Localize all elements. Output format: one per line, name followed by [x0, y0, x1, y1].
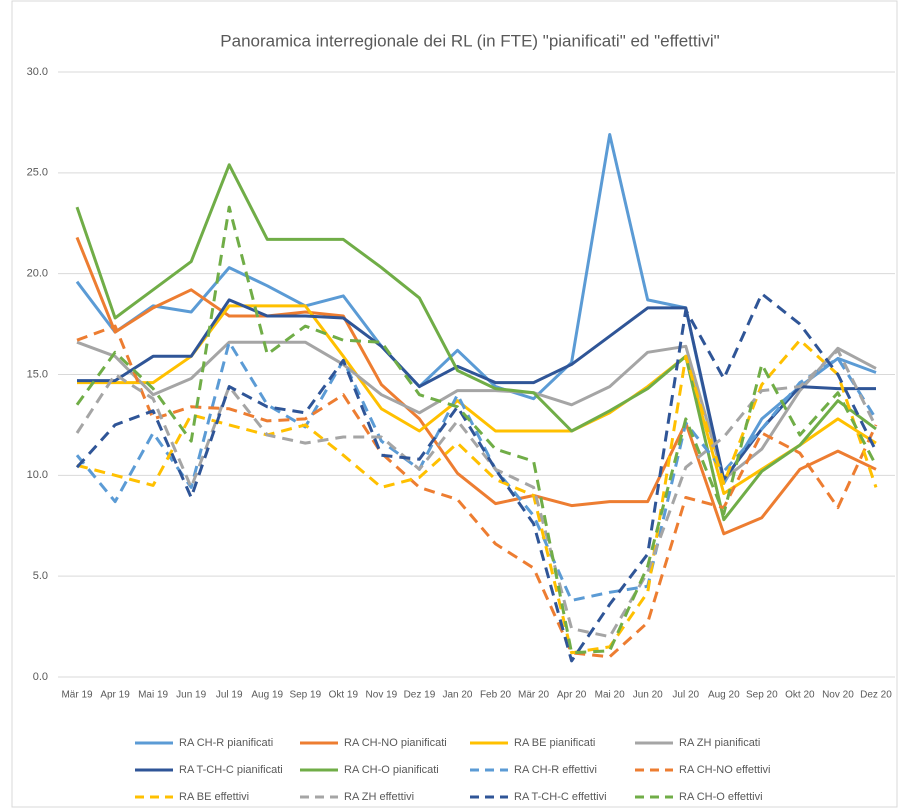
series-line — [76, 324, 878, 659]
y-tick-label: 5.0 — [33, 570, 48, 582]
x-tick-label: Dez 19 — [404, 690, 436, 701]
series-line — [76, 338, 878, 655]
legend-label: RA CH-NO effettivi — [679, 764, 771, 776]
series-line — [75, 205, 878, 655]
series-line — [75, 236, 877, 536]
x-tick-label: Dez 20 — [860, 690, 892, 701]
x-tick-label: Aug 19 — [251, 690, 283, 701]
x-tick-label: Jun 20 — [633, 690, 663, 701]
y-tick-label: 10.0 — [27, 469, 48, 481]
y-tick-label: 30.0 — [27, 66, 48, 78]
x-tick-label: Mai 20 — [595, 690, 625, 701]
legend-label: RA T-CH-C effettivi — [514, 791, 607, 803]
x-tick-label: Sep 20 — [746, 690, 778, 701]
legend-label: RA CH-NO pianificati — [344, 737, 447, 749]
legend-label: RA T-CH-C pianificati — [179, 764, 283, 776]
legend-label: RA CH-R pianificati — [179, 737, 273, 749]
series-line — [75, 292, 878, 663]
series-line — [75, 340, 878, 602]
x-tick-label: Okt 19 — [329, 690, 359, 701]
series-line — [75, 163, 877, 522]
legend-label: RA CH-R effettivi — [514, 764, 597, 776]
x-tick-label: Feb 20 — [480, 690, 512, 701]
y-tick-label: 0.0 — [33, 671, 48, 683]
y-tick-label: 25.0 — [27, 167, 48, 179]
x-tick-label: Mär 20 — [518, 690, 550, 701]
x-tick-label: Mai 19 — [138, 690, 168, 701]
y-tick-label: 20.0 — [27, 268, 48, 280]
legend-label: RA ZH effettivi — [344, 791, 414, 803]
x-tick-label: Jan 20 — [442, 690, 472, 701]
legend-label: RA BE effettivi — [179, 791, 249, 803]
chart-title: Panoramica interregionale dei RL (in FTE… — [220, 31, 719, 50]
x-tick-label: Nov 19 — [366, 690, 398, 701]
y-tick-label: 15.0 — [27, 368, 48, 380]
x-tick-label: Okt 20 — [785, 690, 815, 701]
x-tick-label: Mär 19 — [61, 690, 93, 701]
x-tick-label: Sep 19 — [289, 690, 321, 701]
x-tick-label: Nov 20 — [822, 690, 854, 701]
legend-label: RA CH-O effettivi — [679, 791, 763, 803]
legend-label: RA BE pianificati — [514, 737, 595, 749]
x-tick-label: Jul 19 — [216, 690, 243, 701]
x-tick-label: Apr 20 — [557, 690, 587, 701]
x-tick-label: Jul 20 — [672, 690, 699, 701]
legend-label: RA ZH pianificati — [679, 737, 760, 749]
x-tick-label: Aug 20 — [708, 690, 740, 701]
x-tick-label: Apr 19 — [100, 690, 130, 701]
legend-label: RA CH-O pianificati — [344, 764, 439, 776]
x-tick-label: Jun 19 — [176, 690, 206, 701]
series-line — [76, 340, 877, 481]
series-line — [75, 348, 878, 639]
